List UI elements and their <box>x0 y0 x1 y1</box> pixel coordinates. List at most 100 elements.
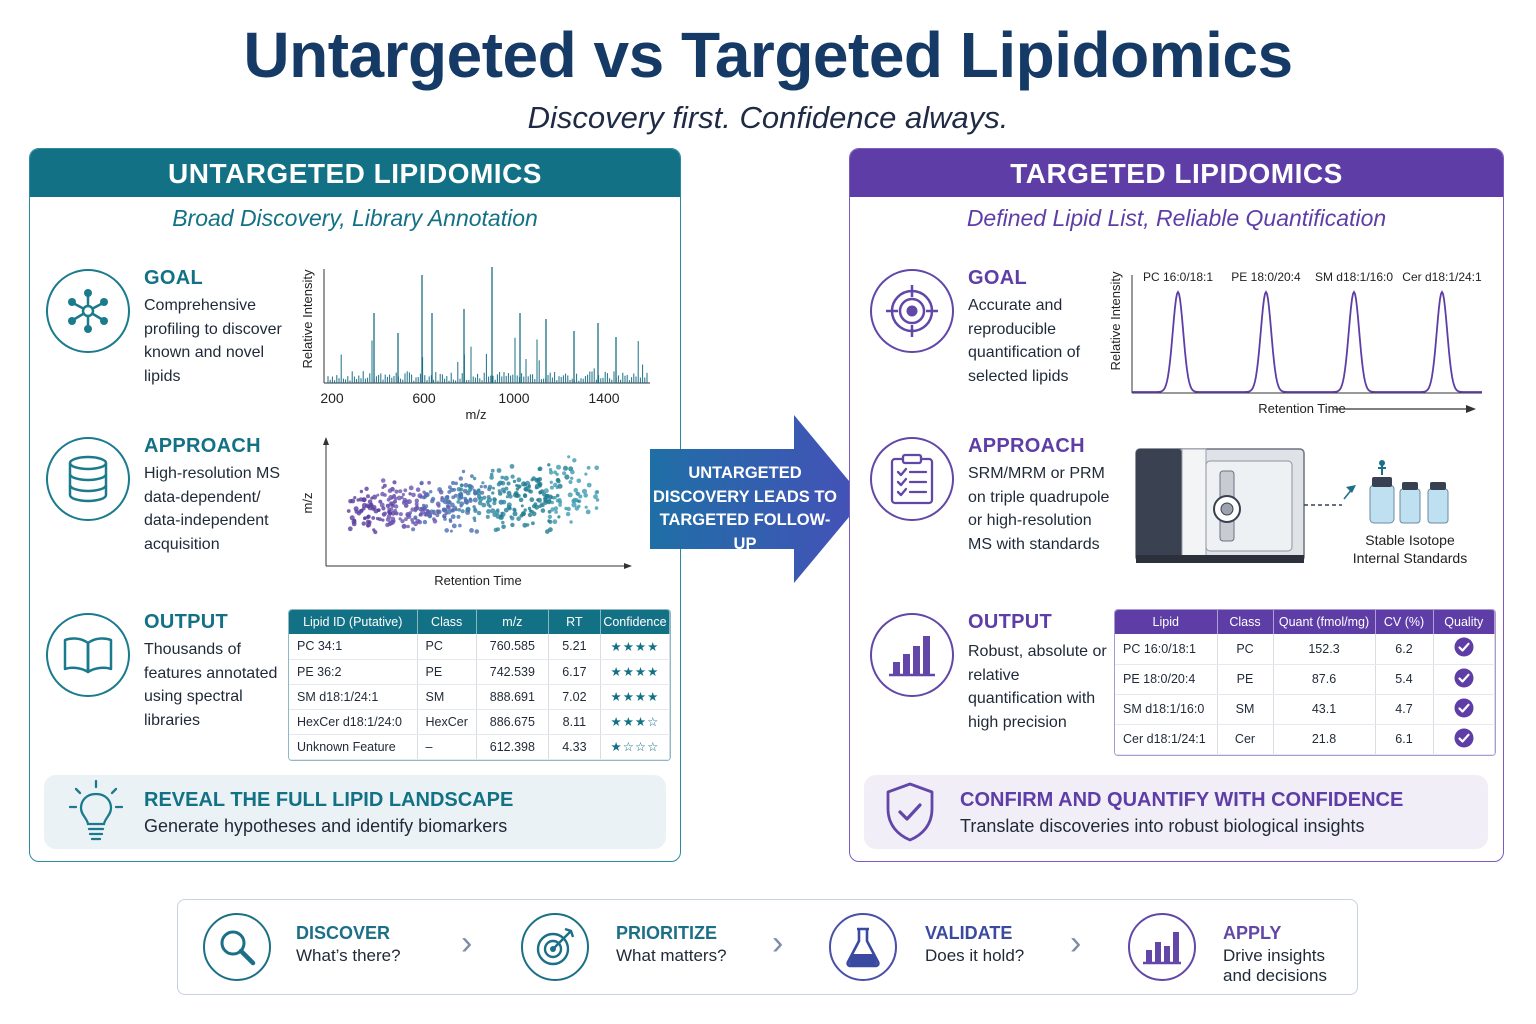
scatter-point <box>479 485 483 489</box>
scatter-point <box>506 481 511 486</box>
scatter-point <box>575 491 580 496</box>
scatter-point <box>523 508 527 512</box>
scatter-point <box>555 493 560 498</box>
scatter-point <box>473 491 478 496</box>
scatter-point <box>512 511 518 517</box>
scatter-point <box>540 489 545 494</box>
scatter-point <box>549 485 554 490</box>
scatter-point <box>442 513 447 519</box>
bar-chart-icon <box>1128 913 1196 981</box>
scatter-point <box>415 504 419 508</box>
scatter-point <box>383 511 387 516</box>
scatter-point <box>387 488 393 493</box>
scatter-point <box>506 502 512 508</box>
scatter-point <box>387 522 392 527</box>
scatter-point <box>492 501 497 506</box>
confidence-stars: ★★★★ <box>600 659 670 685</box>
scatter-point <box>472 497 478 503</box>
target-arrow-icon <box>521 913 589 981</box>
scatter-point <box>491 491 495 495</box>
scatter-point <box>571 499 576 504</box>
scatter-point <box>501 499 507 505</box>
scatter-point <box>492 497 497 502</box>
scatter-point <box>583 493 588 498</box>
lightbulb-icon <box>68 779 124 841</box>
scatter-point <box>474 529 480 534</box>
table-row: SM d18:1/24:1 SM 888.691 7.02 ★★★★ <box>289 684 670 710</box>
scatter-point <box>350 498 356 504</box>
scatter-point <box>435 501 441 507</box>
table-cell: 612.398 <box>476 734 549 760</box>
scatter-point <box>413 515 418 520</box>
scatter-point <box>527 485 531 489</box>
table-cell: 4.33 <box>548 734 601 760</box>
flow-step-label: PRIORITIZE <box>616 923 718 943</box>
scatter-point <box>519 513 524 518</box>
page-title: Untargeted vs Targeted Lipidomics <box>243 19 1293 91</box>
scatter-point <box>400 519 405 524</box>
scatter-point <box>465 510 471 515</box>
table-cell: 7.02 <box>548 684 601 710</box>
scatter-point <box>569 520 573 524</box>
table-cell: 5.4 <box>1375 664 1434 695</box>
scatter-point <box>432 509 436 513</box>
scatter-point <box>436 509 442 515</box>
scatter-point <box>463 499 469 505</box>
scatter-point <box>556 477 560 482</box>
scatter-point <box>581 488 588 494</box>
scatter-point <box>418 513 422 517</box>
untargeted-callout: REVEAL THE FULL LIPID LANDSCAPE Generate… <box>44 775 666 849</box>
scatter-point <box>367 505 373 511</box>
approach-label: APPROACH <box>144 435 261 457</box>
output-label: OUTPUT <box>968 611 1053 633</box>
scatter-point <box>500 511 504 515</box>
chromatogram-xlabel: Retention Time <box>1258 401 1345 416</box>
table-cell: 152.3 <box>1273 634 1376 665</box>
scatter-point <box>584 505 588 509</box>
callout-text: Generate hypotheses and identify biomark… <box>144 816 508 836</box>
scatter-point <box>553 470 557 474</box>
scatter-point <box>594 506 599 510</box>
scatter-point <box>424 512 429 517</box>
scatter-point <box>383 493 387 497</box>
scatter-point <box>459 504 463 508</box>
scatter-point <box>381 518 385 522</box>
goal-text: Comprehensive profiling to discover know… <box>144 297 282 386</box>
table-cell: 742.539 <box>476 659 549 685</box>
scatter-point <box>456 500 460 504</box>
scatter-point <box>538 482 542 487</box>
table-cell: 5.21 <box>548 634 601 660</box>
table-cell: SM <box>1217 694 1274 725</box>
scatter-point <box>427 510 431 514</box>
targeted-heading: TARGETED LIPIDOMICS <box>850 149 1503 197</box>
scatter-point <box>376 508 381 512</box>
scatter-point <box>389 507 394 512</box>
scatter-point <box>364 486 369 491</box>
scatter-point <box>489 472 494 477</box>
table-cell: PE <box>1217 664 1274 695</box>
scatter-point <box>410 507 415 512</box>
scatter-point <box>564 506 568 511</box>
scatter-point <box>451 508 455 513</box>
table-row: HexCer d18:1/24:0 HexCer 886.675 8.11 ★★★☆ <box>289 709 670 735</box>
table-cell: – <box>417 734 477 760</box>
scatter-point <box>540 503 545 508</box>
scatter-point <box>424 504 429 509</box>
scatter-point <box>463 482 469 488</box>
scatter-chart: m/z Retention Time <box>300 437 632 588</box>
scatter-point <box>531 476 536 481</box>
approach-text: SRM/MRM or PRM on triple quadrupole or h… <box>968 465 1110 554</box>
scatter-point <box>551 496 556 500</box>
scatter-point <box>435 513 440 518</box>
scatter-point <box>594 490 599 495</box>
flow-step-label: VALIDATE <box>925 923 1013 943</box>
scatter-point <box>449 529 453 533</box>
table-row: PC 34:1 PC 760.585 5.21 ★★★★ <box>289 634 670 660</box>
scatter-point <box>379 502 385 508</box>
scatter-point <box>549 480 553 484</box>
quantification-table: Lipid Class Quant (fmol/mg) CV (%) Quali… <box>1114 609 1496 756</box>
table-cell: PC <box>417 634 477 660</box>
scatter-point <box>454 481 458 486</box>
scatter-point <box>406 524 410 529</box>
scatter-point <box>346 509 351 513</box>
